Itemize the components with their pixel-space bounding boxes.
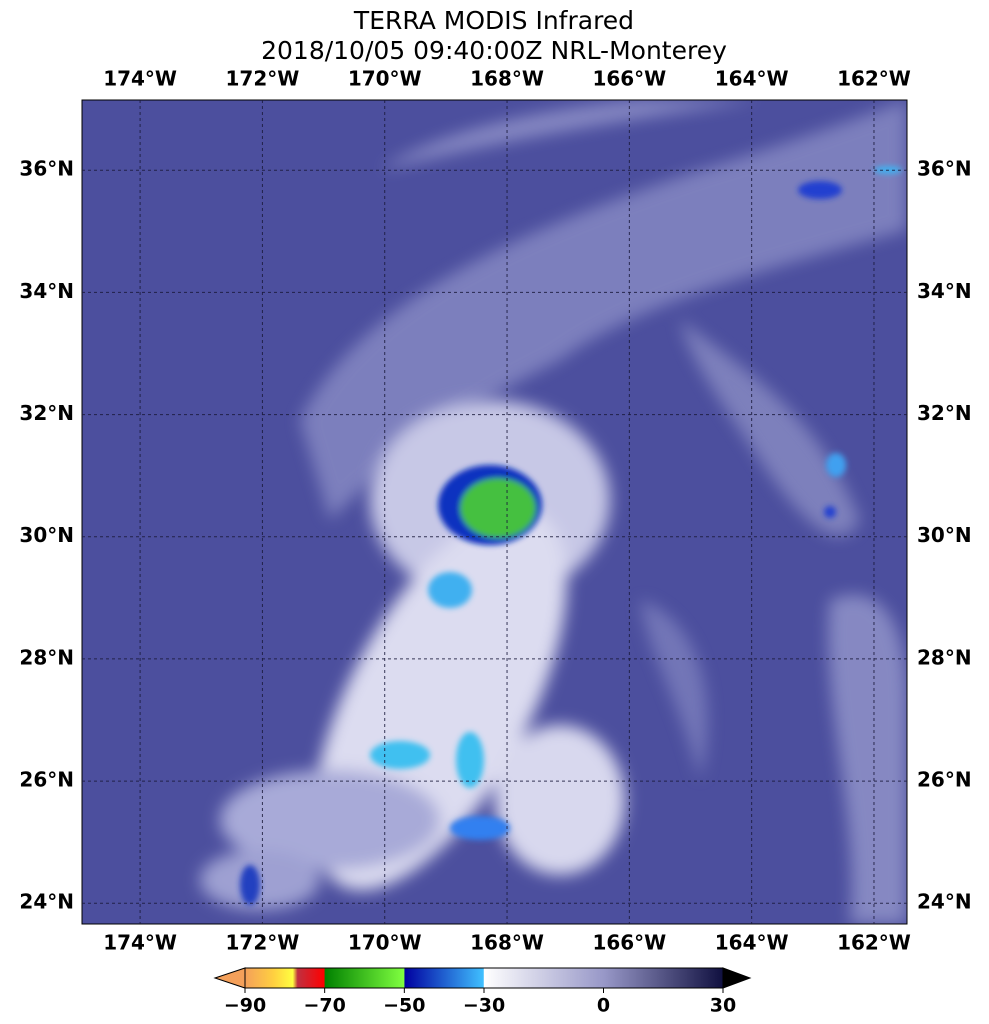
map-frame <box>81 99 908 925</box>
colorbar-tick-label: −30 <box>463 995 505 1017</box>
lat-tick-label: 32°N <box>917 401 972 425</box>
colorbar-extend-low <box>213 967 246 989</box>
lat-tick-label: 28°N <box>917 645 972 669</box>
lat-tick-label: 30°N <box>19 523 74 547</box>
lon-tick-label: 170°W <box>348 67 422 91</box>
title-line: TERRA MODIS Infrared <box>353 6 634 35</box>
lon-tick-label: 162°W <box>837 931 911 955</box>
lat-tick-label: 34°N <box>19 279 74 303</box>
lat-tick-label: 36°N <box>917 157 972 181</box>
lon-tick-label: 168°W <box>470 67 544 91</box>
colorbar-tick-label: −70 <box>303 995 345 1017</box>
lon-tick-label: 174°W <box>103 931 177 955</box>
lon-tick-label: 168°W <box>470 931 544 955</box>
lat-tick-label: 26°N <box>19 768 74 792</box>
lon-tick-label: 166°W <box>592 67 666 91</box>
lat-tick-label: 24°N <box>19 890 74 914</box>
lat-tick-label: 30°N <box>917 523 972 547</box>
lat-tick-label: 34°N <box>917 279 972 303</box>
lat-tick-label: 26°N <box>917 768 972 792</box>
lon-tick-label: 172°W <box>226 931 300 955</box>
colorbar-tick-label: 30 <box>710 995 736 1017</box>
satellite-image <box>82 100 907 924</box>
lat-tick-label: 24°N <box>917 890 972 914</box>
title-line: 2018/10/05 09:40:00Z NRL-Monterey <box>261 36 727 65</box>
colorbar-tick-label: −90 <box>224 995 266 1017</box>
lat-tick-label: 32°N <box>19 401 74 425</box>
lon-tick-label: 166°W <box>592 931 666 955</box>
lon-tick-label: 172°W <box>226 67 300 91</box>
colorbar-tick-label: −50 <box>383 995 425 1017</box>
lon-tick-label: 170°W <box>348 931 422 955</box>
lon-tick-label: 164°W <box>715 931 789 955</box>
colorbar: −90 −70 −50 −30 0 30 <box>213 967 752 1017</box>
lon-tick-label: 164°W <box>715 67 789 91</box>
colorbar-bar <box>244 967 724 989</box>
colorbar-extend-high <box>722 967 752 989</box>
lon-tick-label: 174°W <box>103 67 177 91</box>
colorbar-tick-label: 0 <box>597 995 610 1017</box>
lat-tick-label: 36°N <box>19 157 74 181</box>
lat-tick-label: 28°N <box>19 645 74 669</box>
lon-tick-label: 162°W <box>837 67 911 91</box>
